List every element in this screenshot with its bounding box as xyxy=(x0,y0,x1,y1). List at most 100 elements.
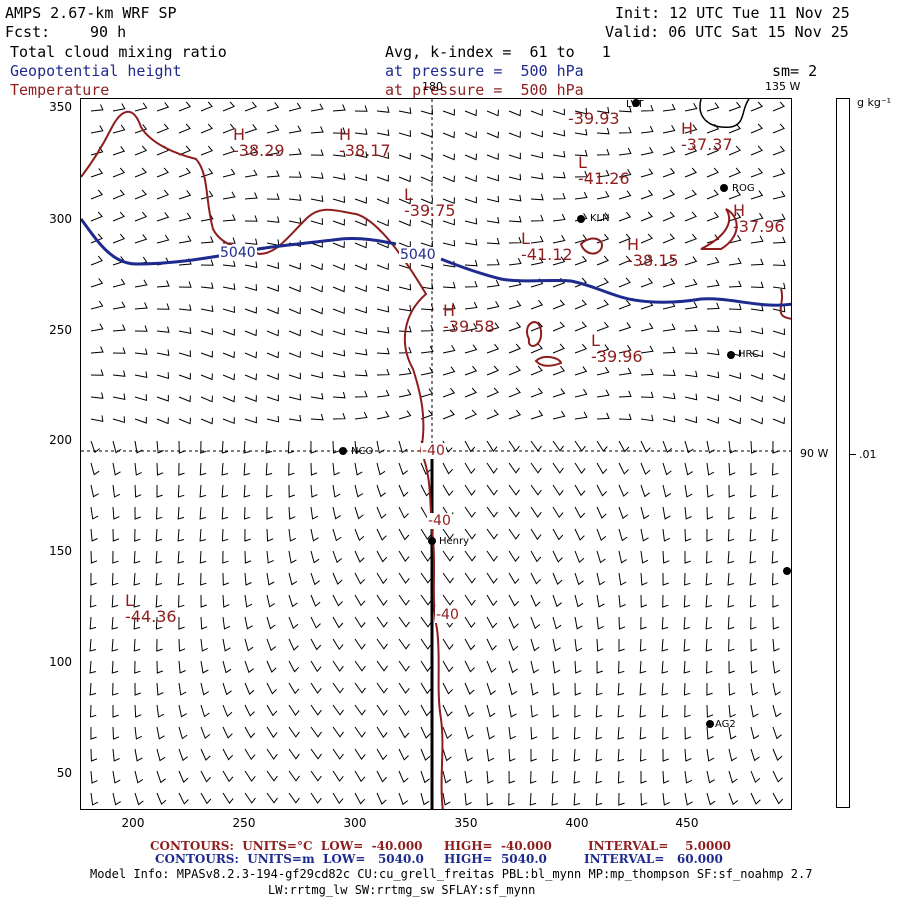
wind-barb xyxy=(134,770,144,784)
wind-barb xyxy=(288,682,300,695)
wind-barb xyxy=(332,150,346,157)
wind-barb xyxy=(683,594,691,608)
wind-barb xyxy=(398,410,412,420)
wind-barb xyxy=(662,550,670,564)
wind-barb xyxy=(332,241,345,249)
wind-barb xyxy=(310,594,321,607)
wind-barb xyxy=(574,616,583,630)
wind-barb xyxy=(398,130,412,137)
wind-barb xyxy=(618,344,632,354)
colorbar-tick: .01 xyxy=(859,448,877,461)
wind-barb xyxy=(222,123,236,134)
wind-barb xyxy=(332,660,344,672)
wind-barb xyxy=(486,616,498,629)
wind-barb xyxy=(310,660,322,673)
wind-barb xyxy=(376,572,388,585)
wind-barb xyxy=(266,748,278,760)
wind-barb xyxy=(222,417,235,425)
wind-barb xyxy=(508,152,521,160)
x-tick-250: 250 xyxy=(232,816,256,830)
wind-barb xyxy=(420,770,430,784)
wind-barb xyxy=(112,278,126,288)
wind-barb xyxy=(178,101,192,112)
wind-barb xyxy=(508,109,521,117)
wind-barb xyxy=(662,440,673,454)
wind-barb xyxy=(750,484,757,498)
wind-barb xyxy=(530,172,544,180)
wind-barb xyxy=(222,682,232,696)
wind-barb xyxy=(486,572,498,584)
wind-barb xyxy=(90,168,104,178)
wind-barb xyxy=(266,704,278,717)
wind-barb xyxy=(89,638,97,652)
wind-barb xyxy=(706,325,720,333)
wind-barb xyxy=(551,770,559,784)
wind-barb xyxy=(266,262,280,269)
x-tick-300: 300 xyxy=(343,816,367,830)
wind-barb xyxy=(156,102,170,112)
wind-barb xyxy=(617,704,625,718)
wind-barb xyxy=(156,638,163,652)
wind-barb xyxy=(288,102,302,112)
wind-barb xyxy=(750,395,763,403)
wind-barb xyxy=(178,327,192,335)
wind-barb xyxy=(530,660,540,674)
wind-barb xyxy=(640,211,653,222)
wind-barb xyxy=(596,440,608,453)
wind-barb xyxy=(222,704,233,718)
wind-barb xyxy=(552,484,564,496)
wind-barb xyxy=(552,150,566,158)
wind-barb xyxy=(706,189,719,200)
wind-barb xyxy=(772,682,781,696)
map-plot[interactable]: H -38.29 H -38.17 L -39.75 -39.93 H -37.… xyxy=(80,98,792,810)
wind-barb xyxy=(464,344,478,354)
wind-barb xyxy=(420,240,433,248)
wind-barb xyxy=(310,704,322,716)
wind-barb xyxy=(684,189,697,200)
wind-barb xyxy=(574,299,587,310)
wind-barb xyxy=(750,145,763,156)
wind-barb xyxy=(156,326,170,333)
wind-barb xyxy=(111,572,119,586)
wind-barb xyxy=(178,417,191,425)
wind-barb xyxy=(222,792,234,804)
wind-barb xyxy=(772,101,785,112)
wind-barb xyxy=(464,726,474,740)
wind-barb xyxy=(464,572,476,584)
wind-barb xyxy=(222,748,234,761)
wind-barb xyxy=(728,792,739,806)
wind-barb xyxy=(706,726,714,740)
wind-barb xyxy=(222,146,236,156)
wind-barb xyxy=(662,726,669,740)
wind-barb xyxy=(332,616,344,629)
wind-barb xyxy=(750,660,758,674)
wind-barb xyxy=(596,594,605,608)
wind-barb xyxy=(661,616,669,630)
wind-barb xyxy=(222,168,236,178)
wind-barb xyxy=(772,704,782,718)
wind-barb xyxy=(420,345,434,354)
y-tick-250: 250 xyxy=(49,323,72,337)
wind-barb xyxy=(420,153,433,161)
wind-barb xyxy=(684,233,698,244)
wind-barb xyxy=(222,373,235,381)
model-info-physics: LW:rrtmg_lw SW:rrtmg_sw SFLAY:sf_mynn xyxy=(268,883,536,897)
wind-barb xyxy=(112,393,126,401)
station-dot xyxy=(632,99,640,107)
wind-barb xyxy=(574,660,582,674)
temp-label-3: -40 xyxy=(435,607,460,623)
station-dot xyxy=(720,184,728,192)
wind-barb xyxy=(354,348,368,356)
wind-barb xyxy=(530,109,543,117)
map-canvas xyxy=(81,99,791,809)
wind-barb xyxy=(156,372,170,379)
wind-barb xyxy=(772,328,786,336)
wind-barb xyxy=(200,748,211,761)
wind-barb xyxy=(442,748,452,762)
wind-barb xyxy=(376,389,390,398)
wind-barb xyxy=(332,285,345,293)
wind-barb xyxy=(332,391,346,399)
wind-barb xyxy=(662,211,675,222)
wind-barb xyxy=(728,440,737,454)
wind-barb xyxy=(112,528,120,542)
